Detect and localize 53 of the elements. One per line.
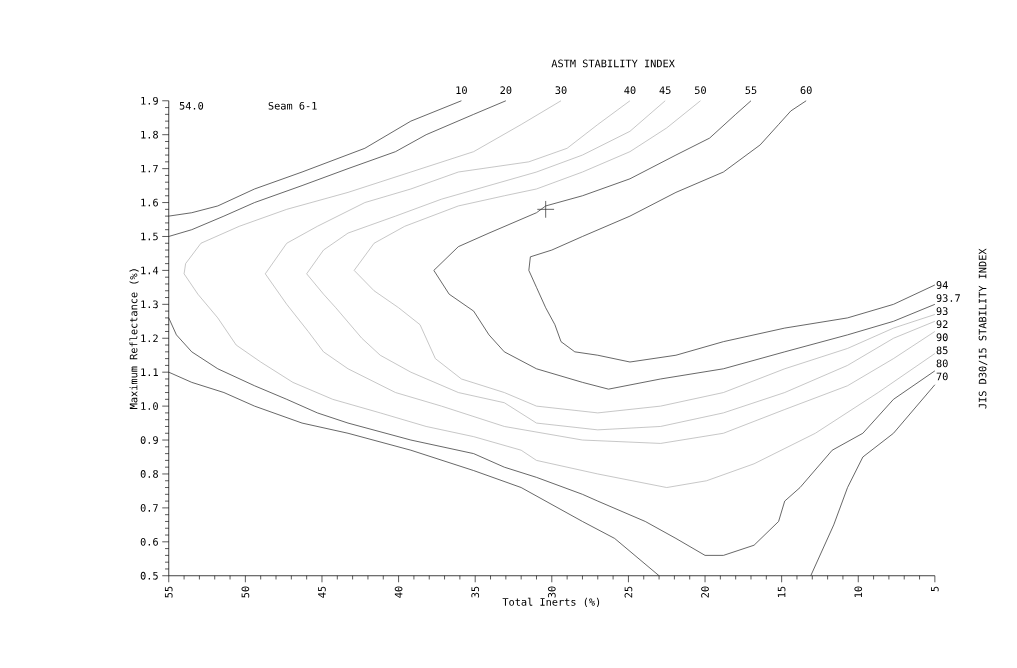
y-tick-label: 1.3: [141, 300, 158, 309]
annotation: 55: [745, 86, 757, 94]
y-tick-label: 1.1: [141, 368, 158, 376]
annotation: 92: [936, 320, 948, 329]
x-tick-label: 40: [394, 586, 403, 598]
annotation: 60: [800, 86, 812, 94]
y-tick-label: 1.9: [141, 96, 158, 105]
line-series: [168, 100, 507, 237]
y-axis-title: Maximum Reflectance (%): [129, 269, 139, 409]
annotation: 94: [936, 281, 948, 289]
annotation: 20: [500, 86, 512, 94]
y-tick-label: 1.7: [141, 164, 158, 173]
x-tick-label: 25: [624, 586, 633, 598]
annotation: 93: [936, 307, 948, 315]
line-series: [433, 100, 936, 390]
y-tick-label: 1.2: [141, 334, 158, 343]
annotation: 30: [555, 86, 567, 94]
y-tick-label: 0.6: [140, 537, 158, 546]
y-tick-label: 0.5: [140, 571, 158, 580]
annotation: 54.0: [179, 101, 204, 110]
y-tick-label: 1.6: [141, 198, 158, 207]
x-tick-label: 30: [547, 586, 556, 598]
x-tick-label: 20: [701, 586, 709, 598]
y-tick-label: 0.8: [140, 470, 158, 478]
chart-title: ASTM STABILITY INDEX: [551, 59, 675, 68]
line-series: [528, 100, 936, 363]
y-tick-label: 1.5: [141, 232, 158, 241]
x-tick-label: 15: [777, 586, 786, 597]
x-tick-label: 5: [931, 586, 939, 592]
y-tick-label: 1.8: [141, 130, 158, 139]
line-series: [168, 317, 936, 556]
x-tick-label: 35: [471, 586, 480, 598]
annotation: 50: [694, 86, 706, 94]
y-tick-label: 0.7: [140, 503, 158, 512]
annotation: 40: [624, 86, 636, 94]
x-tick-label: 55: [164, 586, 173, 598]
y-tick-label: 0.9: [140, 436, 158, 444]
annotation: 70: [936, 372, 948, 381]
y-tick-label: 1.4: [141, 266, 159, 275]
y-tick-label: 1.0: [141, 402, 158, 410]
annotation: 80: [936, 359, 948, 368]
y2-axis-title: JIS D30/15 STABILITY INDEX: [978, 248, 988, 409]
x-tick-label: 10: [854, 586, 863, 597]
x-tick-label: 50: [241, 586, 250, 598]
x-tick-label: 45: [318, 586, 326, 598]
annotation: 85: [936, 346, 948, 355]
annotation: 93.7: [936, 294, 960, 302]
annotation: 90: [936, 333, 948, 342]
annotation: 45: [659, 86, 671, 94]
line-series: [168, 100, 462, 217]
annotation: 10: [456, 86, 467, 94]
x-axis-title: Total Inerts (%): [502, 597, 600, 607]
annotation: Seam 6-1: [268, 101, 317, 110]
